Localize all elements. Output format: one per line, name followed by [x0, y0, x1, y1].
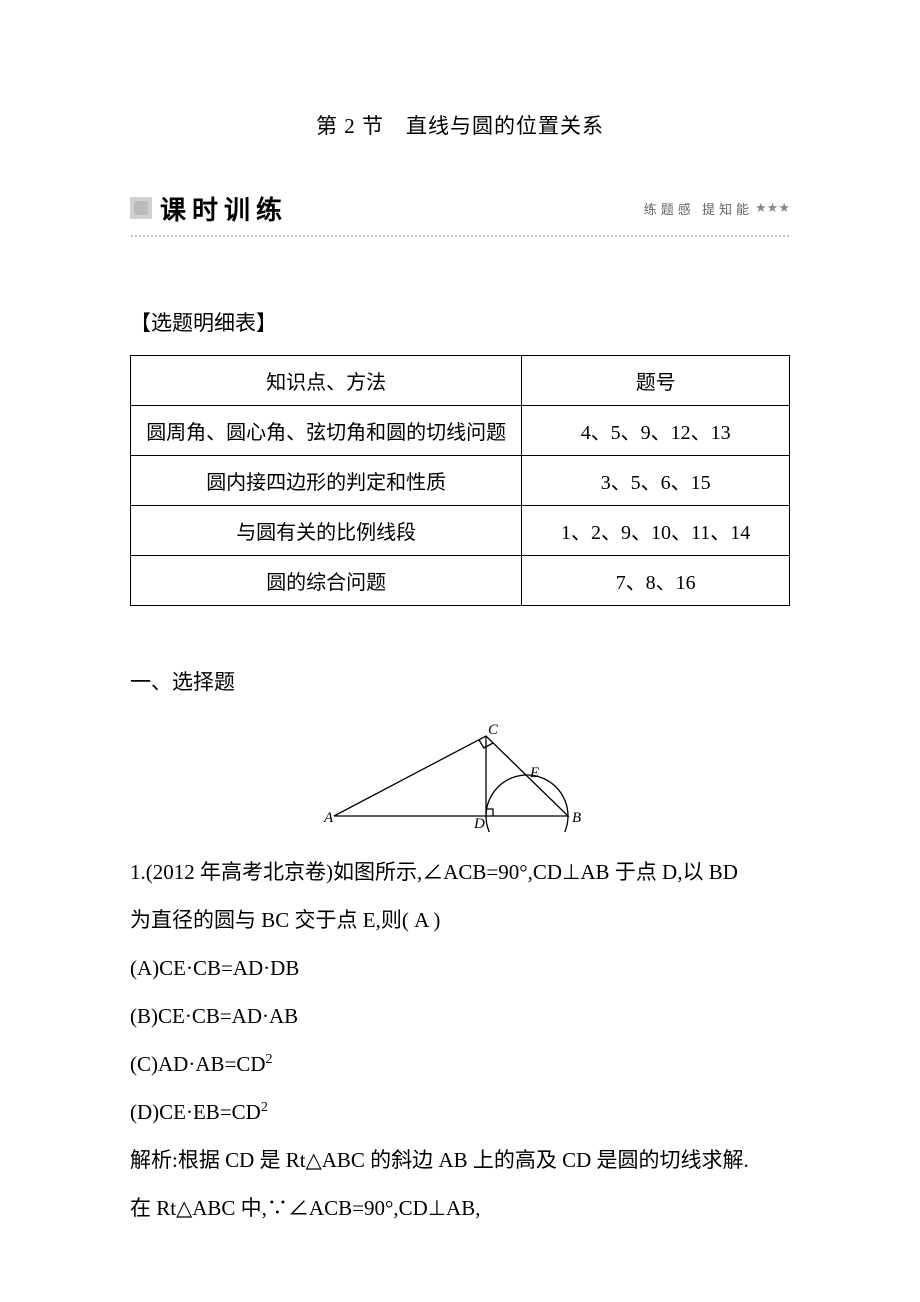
- topic-table: 知识点、方法 题号 圆周角、圆心角、弦切角和圆的切线问题 4、5、9、12、13…: [130, 355, 790, 606]
- q1-optc-text: (C)AD·AB=CD: [130, 1052, 266, 1076]
- topic-cell: 与圆有关的比例线段: [131, 506, 522, 556]
- figure-label-A: A: [323, 810, 334, 826]
- q1-option-d: (D)CE·EB=CD2: [130, 1091, 790, 1133]
- nums-cell: 4、5、9、12、13: [522, 406, 790, 456]
- subsection-title: 【选题明细表】: [130, 307, 790, 337]
- banner-left: 课时训练: [130, 190, 288, 227]
- q1-optd-exp: 2: [261, 1100, 268, 1115]
- q1-option-a: (A)CE·CB=AD·DB: [130, 947, 790, 989]
- question-type-heading: 一、选择题: [130, 666, 790, 696]
- figure-label-E: E: [529, 765, 539, 781]
- banner-right-text: 练题感 提知能: [644, 199, 753, 218]
- q1-solution-line1: 解析:根据 CD 是 Rt△ABC 的斜边 AB 上的高及 CD 是圆的切线求解…: [130, 1139, 790, 1181]
- nums-cell: 7、8、16: [522, 556, 790, 606]
- table-header-topic: 知识点、方法: [131, 356, 522, 406]
- q1-stem-line1: 1.(2012 年高考北京卷)如图所示,∠ACB=90°,CD⊥AB 于点 D,…: [130, 851, 790, 893]
- figure-wrap: A B C D E: [130, 724, 790, 837]
- banner-right: 练题感 提知能 ★★★: [644, 199, 790, 218]
- dotted-divider: [130, 234, 790, 237]
- figure-label-B: B: [572, 810, 581, 826]
- nums-cell: 3、5、6、15: [522, 456, 790, 506]
- table-row: 圆的综合问题 7、8、16: [131, 556, 790, 606]
- nums-cell: 1、2、9、10、11、14: [522, 506, 790, 556]
- q1-stem-line2: 为直径的圆与 BC 交于点 E,则( A ): [130, 899, 790, 941]
- figure-label-C: C: [488, 724, 499, 738]
- banner-icon: [130, 197, 152, 219]
- q1-option-c: (C)AD·AB=CD2: [130, 1043, 790, 1085]
- section-banner: 课时训练 练题感 提知能 ★★★: [130, 190, 790, 226]
- q1-solution-line2: 在 Rt△ABC 中,∵∠ACB=90°,CD⊥AB,: [130, 1187, 790, 1229]
- geometry-figure: A B C D E: [316, 724, 604, 832]
- table-row: 圆内接四边形的判定和性质 3、5、6、15: [131, 456, 790, 506]
- q1-optc-exp: 2: [266, 1052, 273, 1067]
- q1-optd-text: (D)CE·EB=CD: [130, 1100, 261, 1124]
- figure-label-D: D: [473, 816, 485, 832]
- topic-cell: 圆的综合问题: [131, 556, 522, 606]
- chapter-title: 第 2 节 直线与圆的位置关系: [130, 110, 790, 140]
- topic-cell: 圆内接四边形的判定和性质: [131, 456, 522, 506]
- section-label: 课时训练: [160, 190, 288, 227]
- q1-option-b: (B)CE·CB=AD·AB: [130, 995, 790, 1037]
- star-icon: ★★★: [755, 200, 790, 216]
- table-row: 圆周角、圆心角、弦切角和圆的切线问题 4、5、9、12、13: [131, 406, 790, 456]
- table-header-row: 知识点、方法 题号: [131, 356, 790, 406]
- table-row: 与圆有关的比例线段 1、2、9、10、11、14: [131, 506, 790, 556]
- topic-cell: 圆周角、圆心角、弦切角和圆的切线问题: [131, 406, 522, 456]
- table-header-nums: 题号: [522, 356, 790, 406]
